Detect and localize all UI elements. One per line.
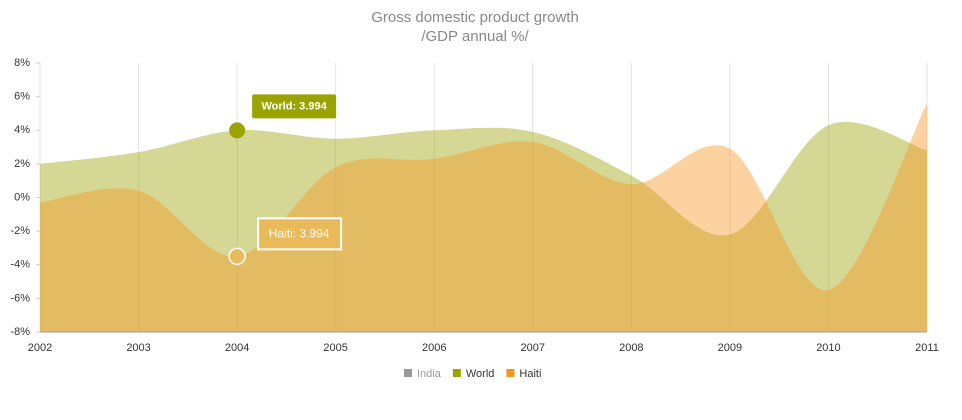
legend-swatch xyxy=(452,369,461,377)
x-tick-label: 2005 xyxy=(323,342,347,354)
x-tick-label: 2002 xyxy=(28,342,52,354)
chart-subtitle: /GDP annual %/ xyxy=(421,28,529,45)
x-tick-label: 2008 xyxy=(619,342,643,354)
area xyxy=(40,103,927,332)
y-tick-label: -2% xyxy=(10,225,30,237)
y-tick-label: 8% xyxy=(14,57,30,69)
legend-label: India xyxy=(417,368,442,380)
x-tick-label: 2007 xyxy=(521,342,545,354)
x-tick-label: 2003 xyxy=(126,342,150,354)
tooltip-box xyxy=(257,217,343,251)
legend-swatch xyxy=(506,369,515,377)
y-tick-label: 0% xyxy=(14,191,30,203)
x-tick-label: 2009 xyxy=(718,342,742,354)
y-tick-label: -4% xyxy=(10,259,30,271)
y-tick-label: 4% xyxy=(14,124,30,136)
tooltip-text: World: 3.994 xyxy=(262,100,328,112)
marker xyxy=(229,122,246,139)
legend-label: Haiti xyxy=(519,368,541,380)
y-tick-label: -8% xyxy=(10,326,30,338)
tooltip-box xyxy=(252,94,337,119)
y-tick-label: 6% xyxy=(14,91,30,103)
tooltip-text: Haiti: 3.994 xyxy=(269,227,330,241)
legend-swatch xyxy=(404,369,412,377)
marker xyxy=(228,247,246,266)
y-tick-label: 2% xyxy=(14,158,30,170)
x-tick-label: 2011 xyxy=(915,342,939,354)
x-tick-label: 2006 xyxy=(422,342,446,354)
x-tick-label: 2010 xyxy=(816,342,840,354)
y-tick-label: -6% xyxy=(10,292,30,304)
x-tick-label: 2004 xyxy=(225,342,249,354)
area xyxy=(40,121,927,332)
chart-title: Gross domestic product growth xyxy=(371,9,579,26)
legend-label: World xyxy=(466,368,495,380)
